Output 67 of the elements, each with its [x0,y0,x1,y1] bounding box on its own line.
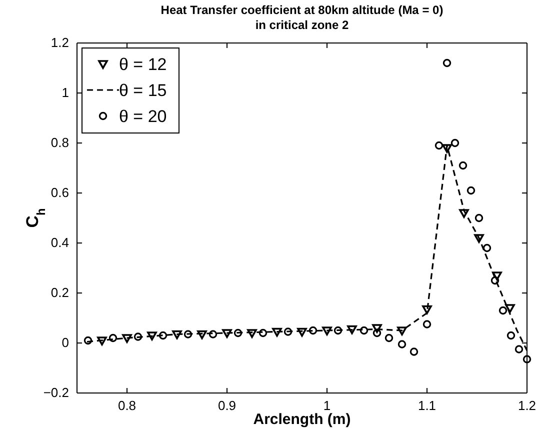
point [347,325,357,334]
point [247,329,257,338]
point [322,326,332,336]
point [334,326,342,335]
point [398,340,406,348]
point [522,355,532,364]
point [384,334,394,342]
point [297,328,307,337]
point [147,332,157,340]
point [474,234,484,243]
point [410,348,418,356]
point [459,209,469,218]
point [108,334,118,342]
point [458,161,468,170]
point [442,144,452,153]
point [505,304,515,313]
y-tick-label: 1.2 [50,35,69,50]
x-tick-label: 1.1 [418,398,436,414]
y-tick-label: 0.2 [50,285,69,300]
point [422,305,432,314]
point [506,331,516,340]
point [360,326,368,335]
point [422,320,432,328]
point [308,326,318,335]
point [474,214,484,222]
point [208,330,218,338]
point [442,58,452,68]
point [272,328,282,337]
point [450,138,460,148]
point [490,276,500,285]
y-tick-label: −0.2 [43,385,69,400]
point [514,345,524,354]
point [482,244,492,252]
point [97,336,107,346]
point [84,336,92,345]
point [222,329,232,338]
chart-subtitle: in critical zone 2 [255,18,349,32]
x-tick-label: 1 [323,398,331,414]
point [158,331,168,340]
x-tick-label: 1.2 [518,398,536,414]
point [184,330,192,338]
x-tick-label: 0.8 [118,398,136,414]
point [397,326,407,336]
point [372,324,382,333]
point [372,328,382,338]
point [172,330,182,340]
legend-label: θ = 20 [119,107,167,126]
point [258,328,268,338]
point [134,332,142,341]
x-axis-title: Arclength (m) [253,411,351,428]
y-tick-label: 0.6 [50,185,69,200]
point [234,328,242,338]
point [434,141,444,150]
y-tick-label: 0.8 [50,135,69,150]
y-tick-label: 0 [62,335,69,350]
y-tick-label: 0.4 [50,235,69,250]
legend-label: θ = 12 [119,55,167,74]
chart-title: Heat Transfer coefficient at 80km altitude (Ma = 0) [160,3,444,17]
point [466,186,476,195]
point [197,330,207,340]
y-tick-label: 1 [62,85,69,100]
point [498,306,508,315]
point [284,328,292,336]
point [492,272,502,280]
legend-label: θ = 15 [119,81,167,100]
point [122,334,132,343]
x-tick-label: 0.9 [218,398,236,414]
